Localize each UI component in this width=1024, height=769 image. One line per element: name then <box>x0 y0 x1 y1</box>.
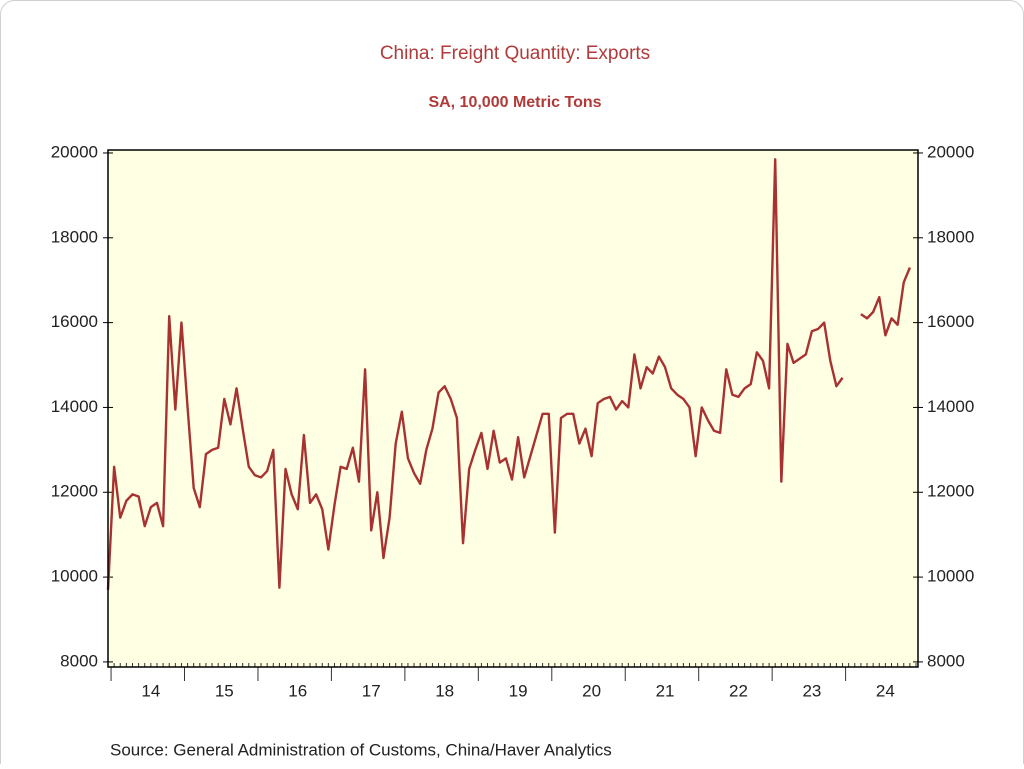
y-tick-label: 16000 <box>51 312 98 331</box>
x-tick-label: 21 <box>656 681 675 700</box>
y2-tick-label: 10000 <box>927 567 974 586</box>
plot-area <box>108 150 918 667</box>
x-tick-label: 23 <box>802 681 821 700</box>
chart-subtitle: SA, 10,000 Metric Tons <box>428 94 601 111</box>
chart-title: China: Freight Quantity: Exports <box>380 43 650 64</box>
plot-border <box>107 149 919 668</box>
y2-tick-label: 20000 <box>927 142 974 161</box>
y2-tick-label: 8000 <box>927 651 965 670</box>
y2-tick-label: 16000 <box>927 312 974 331</box>
data-line <box>106 158 911 590</box>
y-tick-label: 18000 <box>51 227 98 246</box>
y2-tick-label: 18000 <box>927 227 974 246</box>
x-tick-label: 14 <box>141 681 160 700</box>
x-tick-label: 16 <box>288 681 307 700</box>
y2-tick-label: 12000 <box>927 482 974 501</box>
y-tick-label: 10000 <box>51 567 98 586</box>
y-tick-label: 20000 <box>51 142 98 161</box>
x-tick-label: 18 <box>435 681 454 700</box>
y-tick-label: 14000 <box>51 397 98 416</box>
y2-tick-label: 14000 <box>927 397 974 416</box>
x-tick-label: 24 <box>876 681 895 700</box>
x-tick-label: 15 <box>215 681 234 700</box>
source-note: Source: General Administration of Custom… <box>110 740 612 759</box>
x-tick-label: 20 <box>582 681 601 700</box>
y-tick-label: 8000 <box>60 651 98 670</box>
x-tick-label: 19 <box>509 681 528 700</box>
y-tick-label: 12000 <box>51 482 98 501</box>
x-tick-label: 22 <box>729 681 748 700</box>
x-tick-label: 17 <box>362 681 381 700</box>
